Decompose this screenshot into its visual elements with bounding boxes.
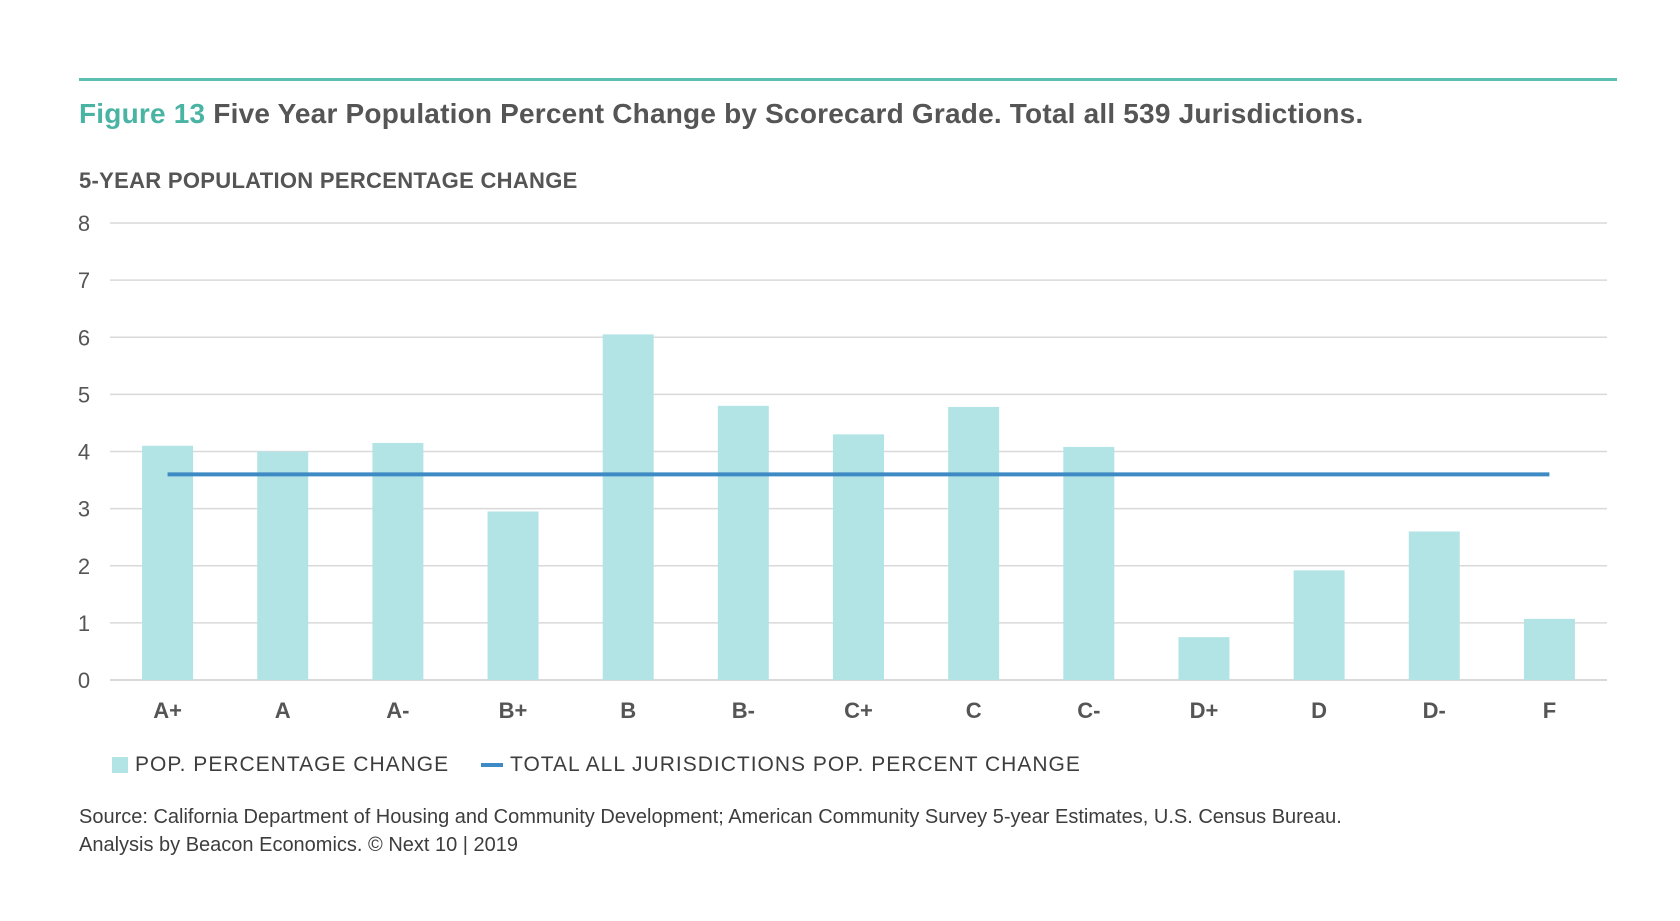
x-tick-label: A- [386,698,409,723]
bars [142,334,1575,680]
figure-number: Figure 13 [79,98,206,129]
x-tick-label: C- [1077,698,1100,723]
source-line-2: Analysis by Beacon Economics. © Next 10 … [79,834,519,856]
legend-item-bar: POP. PERCENTAGE CHANGE [112,753,449,777]
source-line-1: Source: California Department of Housing… [79,806,1342,828]
y-tick-label: 1 [78,611,90,636]
header-rule [79,78,1617,81]
bar-C+ [833,434,884,680]
x-tick-label: D- [1423,698,1446,723]
bar-A- [372,442,424,680]
bar-B [602,334,654,680]
x-tick-labels: A+ A A- B+ B B- C+ C C- D+ D D- F [153,698,1556,723]
x-tick-label: C+ [844,698,873,723]
x-tick-label: A [275,698,291,723]
bar-B+ [487,511,539,680]
bar-C [948,406,1000,680]
x-tick-label: B [620,698,636,723]
x-tick-label: B- [732,698,755,723]
bar-D+ [1178,637,1230,680]
legend-label-line: TOTAL ALL JURISDICTIONS POP. PERCENT CHA… [510,753,1081,776]
x-tick-label: F [1543,698,1556,723]
y-tick-label: 0 [78,668,90,693]
bar-D [1293,570,1345,680]
figure-title-text: Five Year Population Percent Change by S… [213,98,1364,129]
y-tick-label: 5 [78,382,90,407]
y-tick-label: 6 [78,325,90,350]
x-tick-label: A+ [153,698,182,723]
bar-F [1523,618,1575,680]
bar-A [257,451,309,680]
x-tick-label: C [966,698,982,723]
bar-D- [1408,531,1460,680]
y-tick-label: 7 [78,268,90,293]
y-axis-title: 5-YEAR POPULATION PERCENTAGE CHANGE [79,168,578,193]
x-tick-label: D+ [1190,698,1219,723]
bar-C- [1063,446,1115,680]
legend-swatch-line [481,763,503,767]
x-tick-label: D [1311,698,1327,723]
legend-label-bar: POP. PERCENTAGE CHANGE [135,753,450,776]
bar-chart: 0 1 2 3 4 5 6 7 8 A+ A A- B+ B B- C+ C C- D+ D D- F [78,211,1607,723]
bar-B- [717,405,769,680]
x-tick-label: B+ [499,698,528,723]
bar-A+ [142,445,194,680]
figure-title: Figure 13 Five Year Population Percent C… [79,98,1363,130]
y-tick-label: 8 [78,211,90,236]
legend-swatch-bar [112,757,128,773]
y-tick-label: 3 [78,497,90,522]
y-tick-label: 2 [78,554,90,579]
y-tick-labels: 0 1 2 3 4 5 6 7 8 [78,211,90,693]
source-note: Source: California Department of Housing… [79,803,1342,859]
legend-item-line: TOTAL ALL JURISDICTIONS POP. PERCENT CHA… [481,753,1081,777]
y-tick-label: 4 [78,440,90,465]
